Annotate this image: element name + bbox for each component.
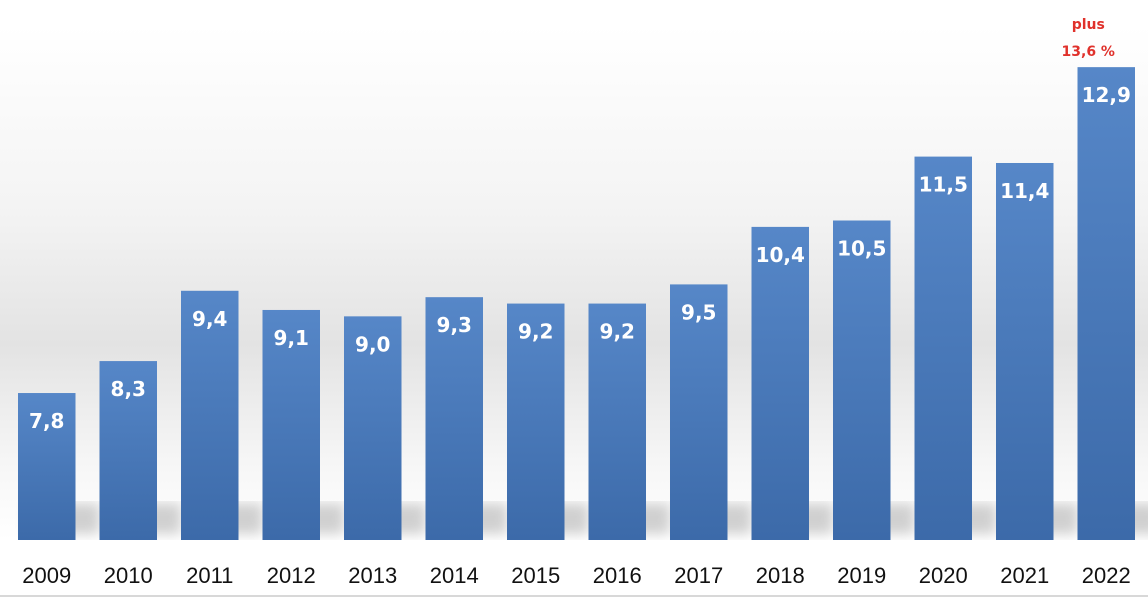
x-tick-2014: 2014 xyxy=(430,563,479,588)
x-tick-2020: 2020 xyxy=(919,563,968,588)
value-label-2014: 9,3 xyxy=(437,313,472,337)
bar-2021 xyxy=(996,162,1054,541)
bar-2010 xyxy=(99,361,157,540)
x-tick-2022: 2022 xyxy=(1082,563,1131,588)
value-label-2013: 9,0 xyxy=(355,332,390,356)
value-label-2012: 9,1 xyxy=(274,326,309,350)
value-label-2011: 9,4 xyxy=(192,307,227,331)
value-label-2019: 10,5 xyxy=(837,237,886,261)
value-label-2010: 8,3 xyxy=(111,377,146,401)
bar-2018 xyxy=(751,226,809,540)
value-label-2018: 10,4 xyxy=(756,243,805,267)
x-tick-2011: 2011 xyxy=(186,563,233,588)
x-tick-2010: 2010 xyxy=(104,563,153,588)
value-label-2021: 11,4 xyxy=(1000,179,1049,203)
x-tick-2021: 2021 xyxy=(1000,563,1049,588)
x-tick-2009: 2009 xyxy=(22,563,71,588)
value-label-2015: 9,2 xyxy=(518,320,553,344)
bar-2022 xyxy=(1077,67,1135,540)
annotation-line-1: plus xyxy=(1072,17,1105,33)
bar-2014 xyxy=(425,297,483,540)
x-tick-2013: 2013 xyxy=(348,563,397,588)
value-label-2017: 9,5 xyxy=(681,300,716,324)
plot-background xyxy=(0,25,1148,540)
x-tick-2018: 2018 xyxy=(756,563,805,588)
value-label-2016: 9,2 xyxy=(600,320,635,344)
value-label-2020: 11,5 xyxy=(919,173,968,197)
bar-2016 xyxy=(588,303,646,540)
annotation-layer: plus 13,6 % xyxy=(1062,17,1115,60)
value-label-2022: 12,9 xyxy=(1082,83,1131,107)
bar-2020 xyxy=(914,156,972,540)
bar-2017 xyxy=(670,284,728,540)
bar-2011 xyxy=(181,290,239,540)
bar-2019 xyxy=(833,220,891,540)
x-tick-2019: 2019 xyxy=(837,563,886,588)
bar-2013 xyxy=(344,316,402,540)
x-tick-2016: 2016 xyxy=(593,563,642,588)
value-labels-layer: 7,8 8,3 9,4 9,1 9,0 9,3 9,2 9,2 9,5 10,4 10,5 11,5 1… xyxy=(29,83,1131,433)
annotation-line-2: 13,6 % xyxy=(1062,44,1115,60)
x-tick-2012: 2012 xyxy=(267,563,316,588)
x-tick-labels-layer: 2009 2010 2011 2012 2013 2014 2015 2016 2017 2018… xyxy=(0,563,1148,597)
bar-2009 xyxy=(18,393,76,540)
bar-2015 xyxy=(507,303,565,540)
value-label-2009: 7,8 xyxy=(29,409,64,433)
x-tick-2015: 2015 xyxy=(511,563,560,588)
bar-2012 xyxy=(262,309,320,540)
x-tick-2017: 2017 xyxy=(674,563,723,588)
bars-layer xyxy=(18,67,1148,541)
